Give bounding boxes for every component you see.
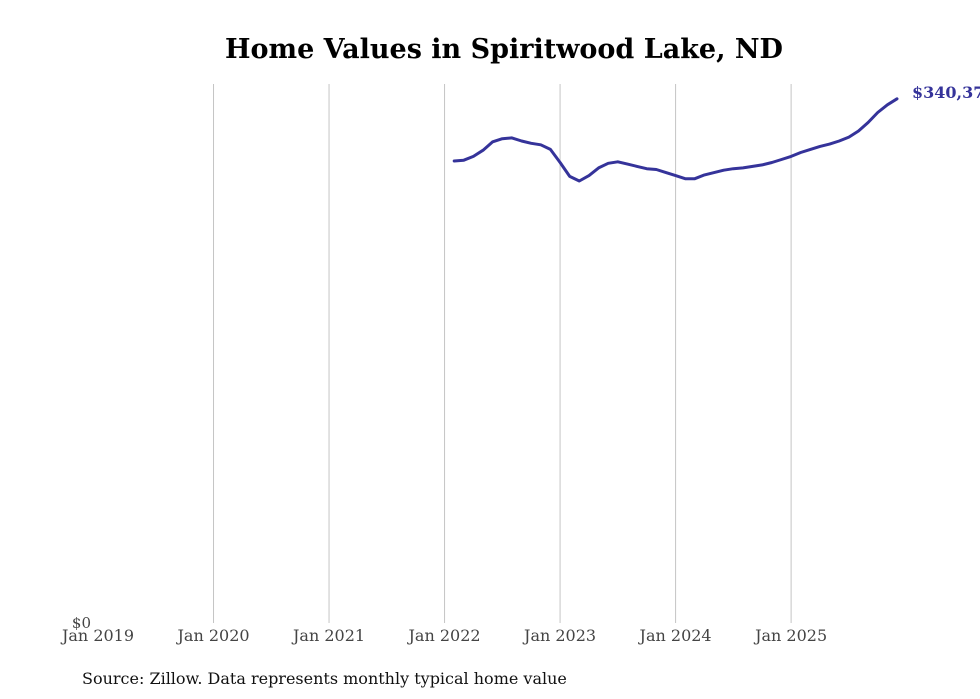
y-tick-label: $0 xyxy=(72,614,91,632)
end-value-label: $340,370 xyxy=(912,83,980,102)
chart-title: Home Values in Spiritwood Lake, ND xyxy=(225,34,783,65)
series-line xyxy=(452,97,899,183)
x-tick-label: Jan 2025 xyxy=(753,626,827,645)
x-tick-label: Jan 2024 xyxy=(638,626,712,645)
x-tick-label: Jan 2022 xyxy=(407,626,481,645)
x-tick-label: Jan 2023 xyxy=(522,626,596,645)
x-axis-ticks: Jan 2019 Jan 2020 Jan 2021 Jan 2022 Jan 2023… xyxy=(60,626,827,645)
source-note: Source: Zillow. Data represents monthly … xyxy=(82,669,567,688)
y-axis-ticks: $0 xyxy=(72,614,91,632)
x-tick-label: Jan 2020 xyxy=(175,626,249,645)
series-layer: $340,370 xyxy=(452,83,980,183)
x-tick-label: Jan 2021 xyxy=(291,626,365,645)
gridlines xyxy=(213,84,792,623)
x-tick-label: Jan 2019 xyxy=(60,626,134,645)
